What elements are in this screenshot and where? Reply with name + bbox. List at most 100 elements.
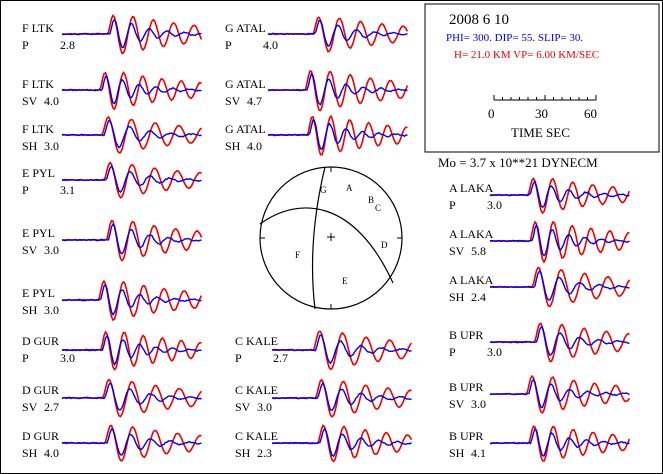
scale-tick-30: 30	[535, 106, 548, 121]
trace-station-label: E PYL	[22, 286, 55, 300]
trace-weight-label: 3.0	[44, 243, 59, 257]
observed-waveform	[61, 223, 202, 255]
trace-weight-label: 2.7	[273, 351, 288, 365]
trace-g-atal-sh: G ATAL SH 4.0	[225, 114, 408, 156]
trace-f-ltk-sv: F LTK SV 4.0	[22, 70, 202, 111]
trace-station-label: A LAKA	[449, 227, 494, 241]
trace-b-upr-sv: B UPR SV 3.0	[449, 374, 631, 414]
observed-waveform	[267, 119, 408, 151]
trace-f-ltk-p: F LTK P 2.8	[22, 13, 203, 55]
trace-weight-label: 2.8	[60, 38, 75, 52]
trace-station-label: B UPR	[449, 380, 483, 394]
trace-phase-label: SH	[22, 139, 38, 153]
synthetic-waveform	[61, 70, 202, 111]
observed-waveform	[267, 19, 408, 47]
trace-weight-label: 3.0	[60, 351, 75, 365]
trace-station-label: C KALE	[235, 383, 278, 397]
trace-b-upr-sh: B UPR SH 4.1	[449, 425, 631, 462]
trace-weight-label: 2.7	[44, 400, 59, 414]
observed-waveform	[489, 270, 630, 301]
observed-waveform	[489, 378, 630, 409]
trace-a-laka-sv: A LAKA SV 5.8	[449, 220, 630, 264]
ball-station-c: C	[375, 203, 381, 213]
observed-waveform	[61, 428, 202, 456]
trace-a-laka-p: A LAKA P 3.0	[449, 177, 631, 215]
trace-weight-label: 3.1	[60, 183, 75, 197]
trace-phase-label: P	[225, 38, 232, 52]
observed-waveform	[61, 75, 202, 105]
trace-station-label: B UPR	[449, 429, 483, 443]
trace-a-laka-sh: A LAKA SH 2.4	[449, 266, 631, 308]
ball-station-e: E	[342, 276, 348, 286]
observed-waveform	[61, 164, 202, 194]
trace-phase-label: P	[449, 345, 456, 359]
trace-station-label: A LAKA	[449, 181, 494, 195]
trace-station-label: F LTK	[22, 21, 54, 35]
trace-phase-label: P	[22, 183, 29, 197]
ball-station-b: B	[368, 195, 374, 205]
trace-weight-label: 3.0	[471, 397, 486, 411]
trace-weight-label: 5.8	[471, 244, 486, 258]
trace-station-label: E PYL	[22, 226, 55, 240]
trace-d-gur-sv: D GUR SV 2.7	[22, 378, 203, 418]
scale-tick-0: 0	[488, 106, 495, 121]
event-date: 2008 6 10	[449, 12, 509, 28]
observed-waveform	[61, 283, 202, 316]
trace-weight-label: 3.0	[44, 139, 59, 153]
ball-station-a: A	[346, 183, 353, 193]
trace-weight-label: 4.0	[44, 446, 59, 460]
trace-phase-label: SH	[449, 446, 465, 460]
trace-phase-label: SH	[449, 290, 465, 304]
observed-waveform	[271, 381, 412, 411]
trace-station-label: B UPR	[449, 328, 483, 342]
observed-waveform	[271, 334, 412, 365]
info-box-frame	[424, 3, 660, 153]
trace-c-kale-p: C KALE P 2.7	[235, 330, 413, 371]
trace-station-label: G ATAL	[225, 77, 266, 91]
observed-waveform	[489, 180, 630, 209]
trace-station-label: C KALE	[235, 334, 278, 348]
trace-phase-label: SV	[449, 397, 465, 411]
trace-e-pyl-sv: E PYL SV 3.0	[22, 219, 203, 262]
trace-station-label: G ATAL	[225, 122, 266, 136]
trace-station-label: G ATAL	[225, 21, 266, 35]
trace-weight-label: 3.0	[44, 303, 59, 317]
ball-station-d: D	[381, 240, 388, 250]
trace-weight-label: 3.0	[487, 198, 502, 212]
ball-station-f: F	[295, 250, 300, 260]
trace-weight-label: 4.1	[471, 446, 486, 460]
seismic-moment: Mo = 3.7 x 10**21 DYNECM	[438, 155, 598, 170]
ball-station-g: G	[320, 185, 327, 195]
trace-weight-label: 2.4	[471, 290, 486, 304]
observed-waveform	[61, 18, 202, 49]
trace-station-label: C KALE	[235, 429, 278, 443]
observed-waveform	[61, 119, 202, 149]
mechanism-params: PHI= 300. DIP= 55. SLIP= 30.	[446, 32, 583, 44]
time-scale-bar: 0 30 60 TIME SEC	[488, 95, 597, 140]
trace-phase-label: SH	[235, 446, 251, 460]
trace-b-upr-p: B UPR P 3.0	[449, 322, 630, 363]
trace-phase-label: P	[235, 351, 242, 365]
trace-d-gur-p: D GUR P 3.0	[22, 330, 202, 371]
trace-e-pyl-p: E PYL P 3.1	[22, 161, 202, 199]
trace-g-atal-p: G ATAL P 4.0	[225, 16, 409, 53]
observed-waveform	[489, 326, 630, 357]
trace-weight-label: 3.0	[257, 400, 272, 414]
trace-weight-label: 4.0	[263, 38, 278, 52]
trace-station-label: D GUR	[22, 383, 59, 397]
nodal-plane-2	[259, 207, 394, 284]
trace-phase-label: SV	[22, 243, 38, 257]
observed-waveform	[490, 427, 630, 457]
trace-phase-label: SV	[22, 94, 38, 108]
observed-waveform	[61, 382, 202, 411]
trace-phase-label: P	[449, 198, 456, 212]
trace-phase-label: SH	[225, 139, 241, 153]
trace-phase-label: SV	[235, 400, 251, 414]
synthetic-waveform	[271, 424, 413, 463]
trace-weight-label: 4.0	[44, 94, 59, 108]
trace-phase-label: SV	[22, 400, 38, 414]
trace-weight-label: 2.3	[257, 446, 272, 460]
trace-station-label: E PYL	[22, 166, 55, 180]
